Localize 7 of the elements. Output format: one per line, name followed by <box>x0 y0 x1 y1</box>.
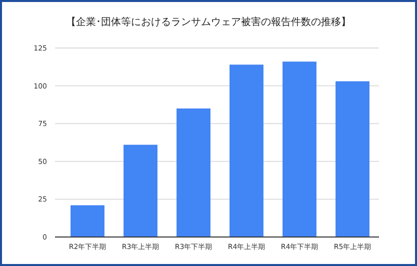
bar <box>336 81 370 237</box>
bar <box>124 144 158 237</box>
bar <box>282 62 316 237</box>
chart-title: 【企業･団体等におけるランサムウェア被害の報告件数の推移】 <box>66 16 351 28</box>
bar <box>176 108 210 237</box>
bar <box>70 205 104 237</box>
bar <box>230 64 264 237</box>
